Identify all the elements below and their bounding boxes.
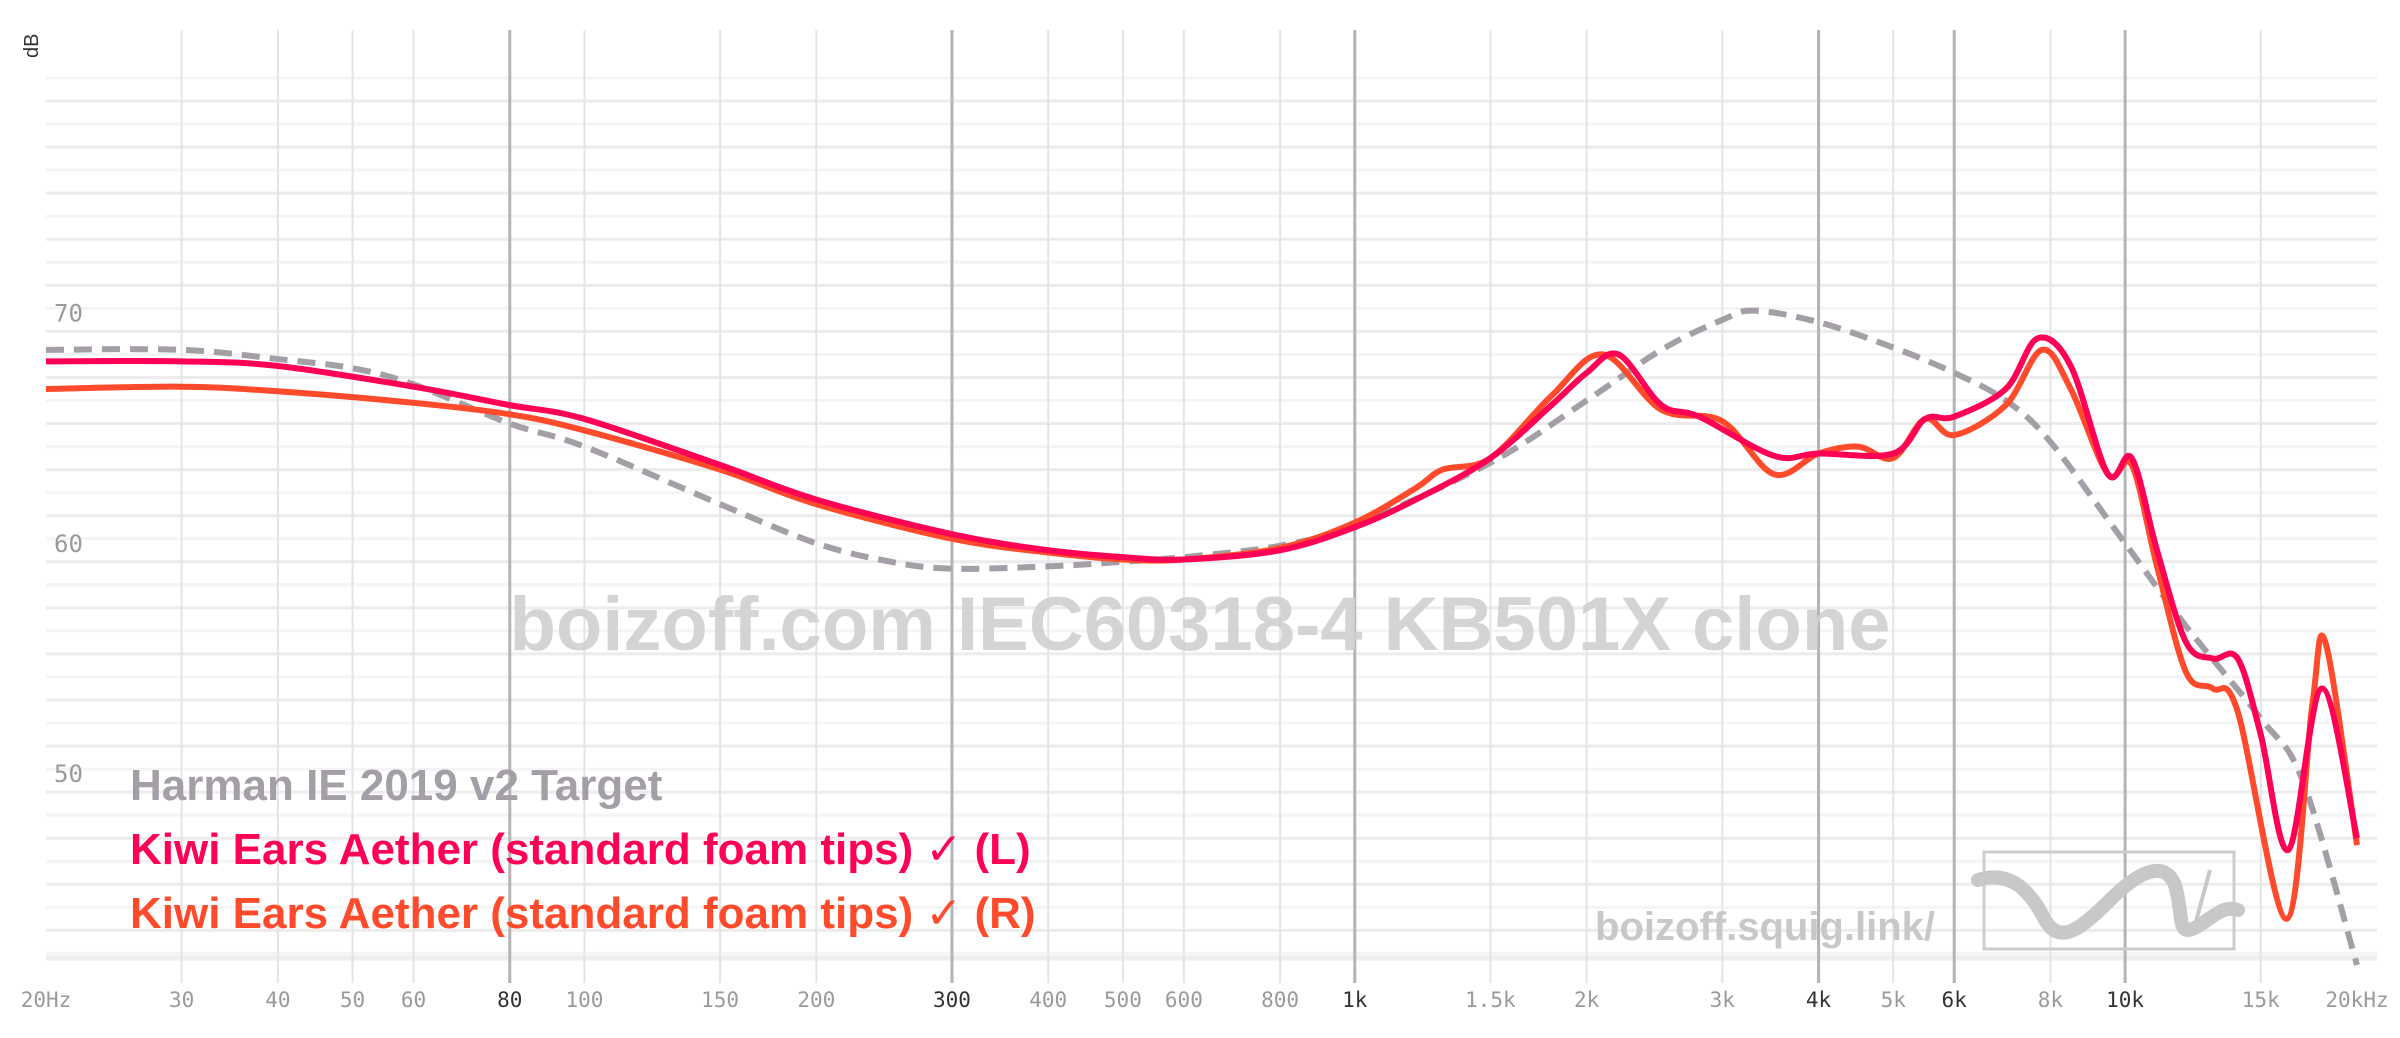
x-tick-label: 500 [1104, 988, 1142, 1012]
legend-item[interactable]: Kiwi Ears Aether (standard foam tips) ✓ … [130, 825, 1031, 874]
x-tick-label: 150 [701, 988, 739, 1012]
horizontal-gridlines [46, 76, 2377, 961]
x-tick-label: 20kHz [2325, 988, 2388, 1012]
x-tick-label: 40 [265, 988, 290, 1012]
x-tick-label: 400 [1029, 988, 1067, 1012]
x-tick-label: 30 [169, 988, 194, 1012]
legend: Harman IE 2019 v2 Target Kiwi Ears Aether… [130, 761, 1036, 938]
x-tick-label: 10k [2106, 988, 2144, 1012]
x-tick-label: 1.5k [1465, 988, 1516, 1012]
legend-item[interactable]: Kiwi Ears Aether (standard foam tips) ✓ … [130, 889, 1036, 938]
x-tick-label: 3k [1710, 988, 1736, 1012]
y-tick-label: 70 [54, 299, 83, 327]
x-tick-label: 8k [2038, 988, 2064, 1012]
y-tick-label: 60 [54, 530, 83, 558]
measurement-curve[interactable] [45, 334, 2360, 853]
y-axis-label: dB [21, 34, 43, 58]
x-tick-labels: 20Hz 30 40 50 60 80 100 150 200 300 400 500 600 800 1k… [21, 988, 2389, 1012]
x-tick-label: 1k [1342, 988, 1368, 1012]
x-tick-label: 2k [1574, 988, 1600, 1012]
x-tick-label: 800 [1261, 988, 1299, 1012]
site-label: boizoff.squig.link/ [1595, 905, 1935, 949]
x-tick-label: 60 [401, 988, 426, 1012]
x-tick-label: 200 [797, 988, 835, 1012]
x-tick-label: 5k [1881, 988, 1907, 1012]
x-tick-label: 50 [340, 988, 365, 1012]
x-tick-label: 6k [1942, 988, 1968, 1012]
x-tick-label: 15k [2242, 988, 2280, 1012]
x-tick-label: 600 [1165, 988, 1203, 1012]
x-tick-label: 80 [497, 988, 522, 1012]
watermark: boizoff.com IEC60318-4 KB501X clone [509, 582, 1890, 667]
x-tick-label: 20Hz [21, 988, 72, 1012]
vertical-gridlines [180, 30, 2262, 983]
squiglink-logo [1971, 850, 2245, 951]
y-tick-label: 50 [54, 760, 83, 788]
y-tick-labels: 70 60 50 [54, 299, 83, 788]
x-tick-label: 4k [1806, 988, 1832, 1012]
x-tick-label: 300 [933, 988, 971, 1012]
curves [45, 307, 2360, 966]
legend-item[interactable]: Harman IE 2019 v2 Target [130, 761, 663, 810]
x-tick-label: 100 [565, 988, 603, 1012]
